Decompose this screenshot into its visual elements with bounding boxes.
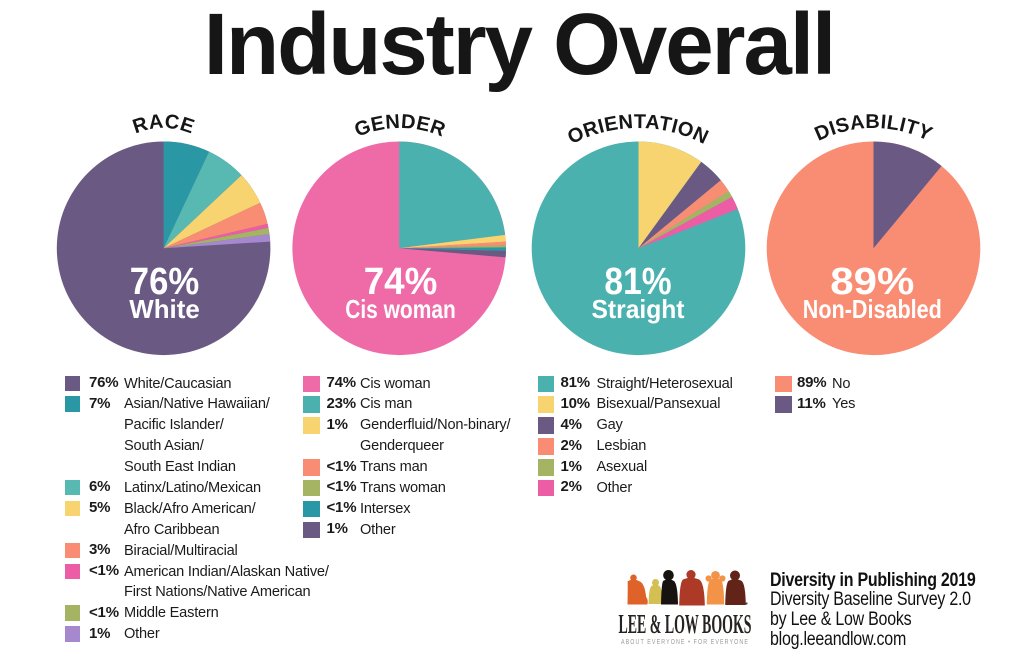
svg-text:Straight: Straight bbox=[592, 294, 685, 324]
svg-text:Cis woman: Cis woman bbox=[345, 294, 456, 324]
svg-text:LEE & LOW BOOKS: LEE & LOW BOOKS bbox=[619, 609, 752, 639]
svg-text:DISABILITY: DISABILITY bbox=[812, 111, 936, 146]
svg-text:81%: 81% bbox=[604, 261, 671, 303]
svg-text:ABOUT EVERYONE • FOR EVERYONE: ABOUT EVERYONE • FOR EVERYONE bbox=[621, 637, 749, 646]
svg-text:GENDER: GENDER bbox=[352, 111, 449, 142]
svg-text:89%: 89% bbox=[830, 261, 914, 303]
svg-text:Non-Disabled: Non-Disabled bbox=[803, 294, 942, 324]
svg-text:74%: 74% bbox=[364, 261, 438, 303]
svg-text:White: White bbox=[129, 294, 200, 324]
svg-text:RACE: RACE bbox=[130, 111, 197, 139]
svg-text:76%: 76% bbox=[130, 261, 199, 303]
